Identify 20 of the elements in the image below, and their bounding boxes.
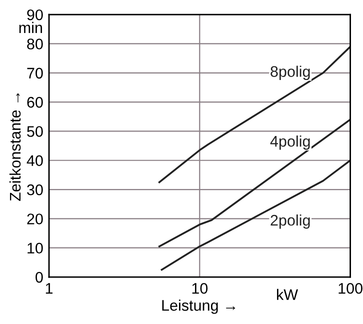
y-tick-label: 40 [26, 155, 43, 166]
y-tick-label: 90 [27, 9, 43, 20]
y-tick-label: 50 [27, 126, 43, 137]
y-tick-label: 80 [27, 38, 43, 50]
series-label: 8polig [270, 66, 310, 80]
y-tick-label: 10 [28, 242, 43, 254]
series-label: 4polig [270, 136, 310, 150]
x-tick-label: 1 [46, 283, 53, 294]
x-axis-title: Leistung → [162, 300, 236, 314]
y-axis-title: Zeitkonstante → [9, 93, 21, 201]
x-tick-label: 100 [338, 282, 362, 294]
y-tick-label: 70 [27, 68, 43, 79]
text: kW [277, 288, 298, 300]
series-label: 2polig [270, 214, 310, 229]
y-tick-label: 0 [36, 272, 43, 283]
y-tick-label: 20 [27, 214, 43, 224]
text: min [19, 22, 42, 33]
y-tick-label: 60 [27, 96, 43, 108]
x-tick-label: 10 [192, 282, 208, 294]
y-tick-label: 30 [27, 184, 43, 196]
